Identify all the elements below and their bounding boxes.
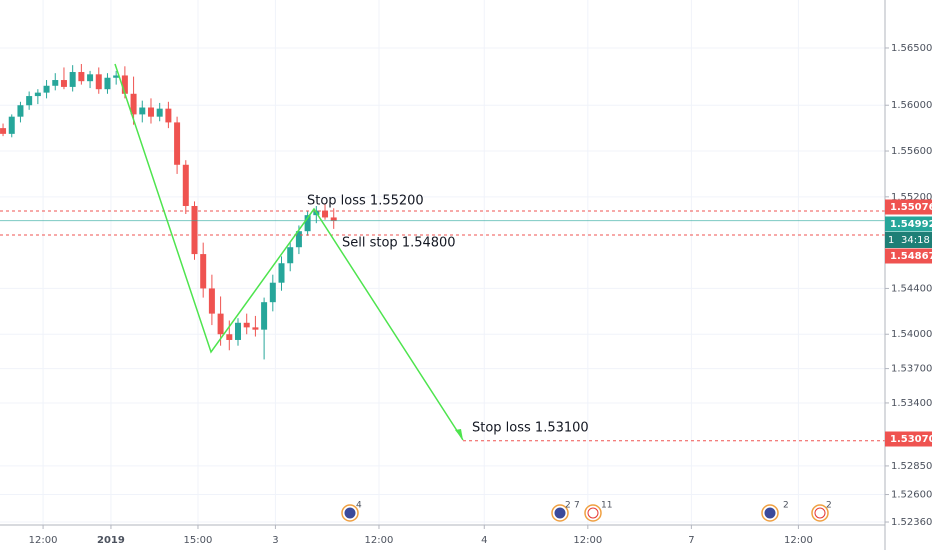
candle-body [78,72,85,82]
candle-body [130,93,137,115]
candle-body [104,77,111,90]
x-tick-label: 4 [481,535,487,546]
event-count: 2 [783,501,789,511]
event-icon-inner [814,507,826,519]
grid [0,0,885,525]
plot: Stop loss 1.55200 Sell stop 1.54800 Stop l… [0,64,885,522]
candle-body [330,217,337,221]
y-tick-label: 1.55200 [891,192,932,203]
candle-body [287,247,294,264]
x-tick-label: 12:00 [365,535,394,546]
x-tick-label: 15:00 [184,535,213,546]
candle-body [139,107,146,115]
y-tick-label: 1.53400 [891,398,932,409]
y-tick-label: 1.52850 [891,461,932,472]
annotation: Stop loss 1.53100 [472,421,589,436]
candle-body [95,74,102,90]
zigzag-drawing [114,63,464,441]
price-tag [885,248,932,264]
price-tag [885,199,932,215]
x-tick-label: 12:00 [573,535,602,546]
y-tick-label: 1.52360 [891,517,932,528]
y-tick-label: 1.55600 [891,146,932,157]
y-tick-label: 1.56500 [891,43,932,54]
candle-body [156,108,163,117]
event-icon-inner [554,507,566,519]
countdown-prefix: 1 [888,235,894,246]
candle-body [252,327,259,330]
price-tag [885,216,932,232]
candle-body [304,215,311,232]
y-tick-label: 1.56000 [891,100,932,111]
candle-body [60,80,67,87]
candle-body [235,322,242,340]
arrow-head [455,429,463,440]
price-tag-label: 1.55076 [890,202,932,213]
annotation: Sell stop 1.54800 [342,236,456,251]
candle-body [121,75,128,94]
x-tick-label: 12:00 [29,535,58,546]
countdown-box [885,232,932,248]
price-tag-label: 1.53070 [890,434,932,445]
candle-body [269,282,276,303]
x-tick-label: 12:00 [784,535,813,546]
candle-body [182,164,189,206]
candle-body [87,74,94,82]
candle-body [17,105,24,117]
candle-body [217,313,224,335]
x-tick-label: 7 [688,535,694,546]
candle-body [113,75,120,78]
price-tag-label: 1.54867 [890,251,932,262]
candle-body [147,107,154,117]
candle-body [200,254,207,289]
y-tick-label: 1.54400 [891,283,932,294]
axes: 1.56500 1.56000 1.55600 1.55200 1.54400 1.540… [29,43,932,546]
event-icon-inner [587,507,599,519]
candle-body [174,122,181,165]
y-tick-label: 1.53700 [891,364,932,375]
event-icon-inner [764,507,776,519]
event-count: 4 [356,501,362,511]
candle-body [226,334,233,340]
candle-body [26,96,33,106]
event-count: 11 [601,501,612,511]
annotation: Stop loss 1.55200 [307,194,424,209]
candle-body [243,322,250,328]
candle-body [8,116,15,134]
candle-body [0,128,7,134]
price-tag [885,431,932,447]
x-tick-label: 2019 [97,535,125,546]
event-count: 2 [565,501,571,511]
candle-body [165,108,172,123]
event-count: 2 [826,501,832,511]
candle-body [295,231,302,248]
candle-body [261,302,268,330]
candle-body [278,263,285,283]
candle-body [52,80,59,86]
countdown: 34:18 [901,235,930,246]
candle-body [322,210,329,218]
candle-body [191,205,198,255]
event-icon-inner [344,507,356,519]
candle-body [43,85,50,93]
y-tick-label: 1.54000 [891,329,932,340]
event-count: 7 [574,501,580,511]
y-tick-label: 1.52600 [891,490,932,501]
candle-body [69,72,76,87]
candle-body [34,92,41,97]
candle-body [208,288,215,314]
x-tick-label: 3 [272,535,278,546]
price-tag-label: 1.54992 [890,219,932,230]
